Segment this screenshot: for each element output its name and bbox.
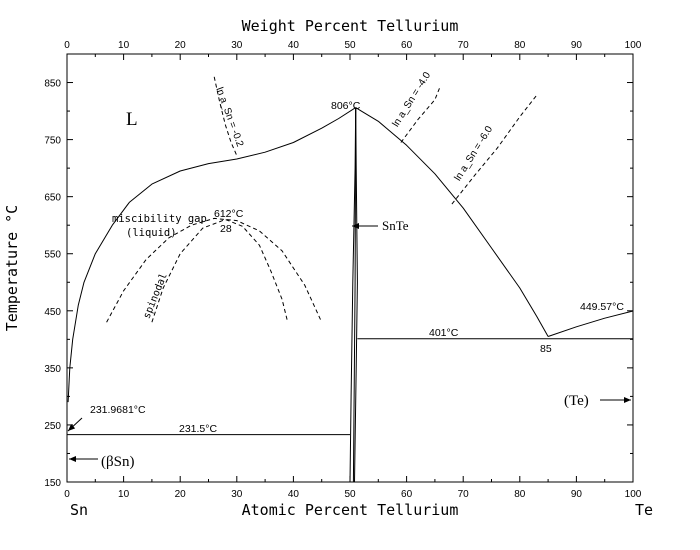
x-tick-label-bottom: 30 <box>231 489 243 500</box>
x-tick-label-top: 80 <box>514 40 526 51</box>
x-tick-label-bottom: 20 <box>175 489 187 500</box>
sn-melt-label: 231.9681°C <box>90 404 146 416</box>
activity-60-label: ln a_Sn = -6.0 <box>453 124 496 183</box>
curve-liquidus-te <box>547 310 634 337</box>
snte-max-label: 806°C <box>331 100 361 112</box>
activity-02-label: ln a_Sn = -0.2 <box>213 86 245 149</box>
curve-liquidus-right <box>355 107 549 337</box>
bottom-axis-label: Atomic Percent Tellurium <box>242 501 459 519</box>
y-tick-label: 850 <box>44 79 61 90</box>
x-tick-label-bottom: 100 <box>625 489 642 500</box>
curves <box>67 76 634 483</box>
x-tick-label-top: 50 <box>344 40 356 51</box>
y-tick-label: 450 <box>44 307 61 318</box>
y-tick-label: 250 <box>44 421 61 432</box>
left-axis-label: Temperature °C <box>3 205 21 331</box>
gap-max-label: 612°C <box>214 208 244 220</box>
curve-liquidus-left <box>67 107 356 403</box>
x-tick-label-top: 30 <box>231 40 243 51</box>
x-tick-label-bottom: 40 <box>288 489 300 500</box>
x-tick-label-top: 40 <box>288 40 300 51</box>
te-phase-label: (Te) <box>564 393 589 409</box>
eutectic-temp-label: 401°C <box>429 327 459 339</box>
curve-snte-centre-line <box>352 107 357 483</box>
y-tick-label: 350 <box>44 364 61 375</box>
tick-marks <box>66 54 634 483</box>
x-tick-label-bottom: 80 <box>514 489 526 500</box>
spinodal-label: spinodal <box>142 272 170 321</box>
curve-miscibility-gap <box>106 217 323 323</box>
beta-sn-arrow-head <box>69 456 76 462</box>
snte-label: SnTe <box>382 218 409 233</box>
x-tick-label-top: 60 <box>401 40 413 51</box>
x-tick-label-bottom: 10 <box>118 489 130 500</box>
miscibility-liquid-label: (liquid) <box>126 227 177 239</box>
te-melt-label: 449.57°C <box>580 301 624 313</box>
x-tick-label-top: 0 <box>64 40 70 51</box>
y-tick-label: 750 <box>44 136 61 147</box>
te-arrow-head <box>624 397 631 403</box>
x-tick-label-bottom: 60 <box>401 489 413 500</box>
x-tick-label-bottom: 50 <box>344 489 356 500</box>
curve-iso-activity-0.2 <box>213 76 238 156</box>
eutectic-comp-label: 85 <box>540 343 552 355</box>
x-tick-label-bottom: 90 <box>571 489 583 500</box>
miscibility-label: miscibility gap <box>112 213 207 225</box>
left-end-label-sn: Sn <box>70 501 88 519</box>
x-tick-label-top: 100 <box>625 40 642 51</box>
x-tick-label-top: 70 <box>458 40 470 51</box>
curve-iso-activity-4.0 <box>400 85 442 143</box>
sn-melt-arrow-head <box>68 424 76 431</box>
snte-arrow-head <box>352 223 359 229</box>
curve-spinodal <box>151 219 289 323</box>
y-tick-label: 650 <box>44 193 61 204</box>
x-tick-label-top: 20 <box>175 40 187 51</box>
x-tick-label-bottom: 70 <box>458 489 470 500</box>
x-tick-label-top: 10 <box>118 40 130 51</box>
activity-40-label: ln a_Sn = -4.0 <box>391 70 434 129</box>
monotectic-temp-label: 231.5°C <box>179 423 217 435</box>
curve-iso-activity-6.0 <box>451 94 538 205</box>
x-tick-label-bottom: 0 <box>64 489 70 500</box>
beta-sn-phase-label: (βSn) <box>101 454 134 470</box>
gap-composition-label: 28 <box>220 223 232 235</box>
x-tick-label-top: 90 <box>571 40 583 51</box>
y-tick-label: 550 <box>44 250 61 261</box>
y-tick-label: 150 <box>44 478 61 489</box>
arrows <box>67 223 631 462</box>
plot-frame <box>66 53 634 483</box>
right-end-label-te: Te <box>635 501 653 519</box>
liquid-region-label: L <box>126 109 138 130</box>
top-axis-label: Weight Percent Tellurium <box>242 17 459 35</box>
tick-labels: 0 10 20 30 40 50 60 70 80 90 100 0 10 20 30 40 50 60 70 80 9… <box>44 40 641 500</box>
